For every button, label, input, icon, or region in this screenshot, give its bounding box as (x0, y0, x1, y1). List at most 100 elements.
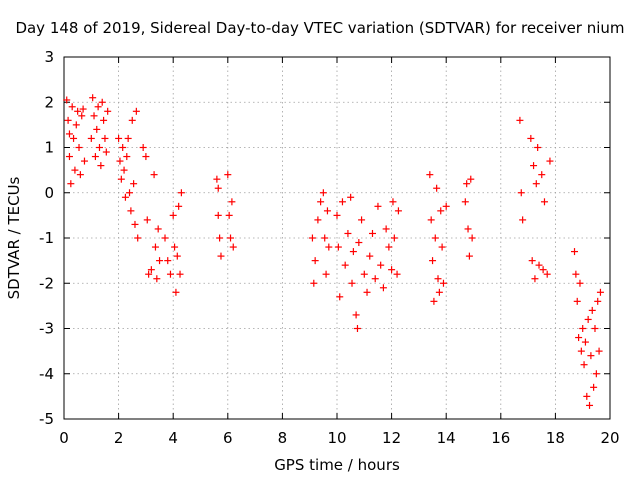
data-point (595, 347, 603, 355)
data-point (98, 98, 106, 106)
data-point (134, 234, 142, 242)
data-point (153, 275, 161, 283)
data-point (393, 270, 401, 278)
data-point (216, 234, 224, 242)
data-point (535, 261, 543, 269)
data-point (147, 266, 155, 274)
data-point (437, 207, 445, 215)
data-point (594, 297, 602, 305)
data-point (530, 162, 538, 170)
data-point (74, 107, 82, 115)
data-point (430, 297, 438, 305)
data-point (65, 153, 73, 161)
data-point (95, 144, 103, 151)
data-point (353, 325, 361, 332)
data-point (434, 275, 442, 283)
data-point (164, 257, 172, 265)
x-tick-label: 4 (168, 429, 178, 447)
data-point (229, 243, 237, 251)
data-point (116, 157, 124, 165)
data-point (464, 225, 472, 233)
data-point (527, 134, 535, 142)
data-point (427, 216, 435, 224)
data-point (128, 116, 136, 124)
data-point (145, 270, 153, 278)
data-point (172, 288, 180, 296)
y-tick-label: -2 (39, 274, 54, 292)
data-point (389, 198, 397, 206)
data-point (150, 171, 158, 179)
y-tick-label: -4 (39, 365, 54, 383)
data-point (63, 96, 71, 104)
data-point (80, 157, 88, 165)
data-point (576, 279, 584, 287)
data-point (338, 198, 346, 206)
data-point (463, 180, 471, 188)
data-point (139, 144, 147, 151)
y-tick-label: -5 (39, 410, 54, 428)
data-point (171, 243, 179, 251)
data-point (379, 284, 387, 292)
data-point (310, 279, 318, 287)
data-point (539, 266, 547, 274)
data-point (314, 216, 322, 224)
data-point (366, 252, 374, 260)
data-point (532, 180, 540, 188)
data-point (124, 134, 132, 142)
data-point (97, 162, 105, 170)
data-point (93, 125, 101, 133)
data-point (344, 229, 352, 237)
data-point (68, 103, 76, 111)
data-point (546, 157, 554, 165)
data-point (323, 207, 331, 215)
data-point (151, 243, 159, 251)
data-point (65, 130, 73, 138)
data-point (224, 171, 232, 179)
data-point (156, 257, 164, 265)
data-point (166, 270, 174, 278)
data-point (319, 189, 327, 197)
data-point (333, 211, 341, 219)
data-point (426, 171, 434, 179)
data-point (101, 134, 109, 142)
data-point (72, 121, 80, 129)
x-tick-label: 8 (278, 429, 288, 447)
data-point (217, 252, 225, 260)
data-point (70, 134, 78, 142)
data-point (534, 144, 542, 151)
data-point (592, 370, 600, 378)
data-point (143, 216, 151, 224)
data-point (572, 270, 580, 278)
y-axis-label: SDTVAR / TECUs (5, 176, 23, 299)
data-point (169, 211, 177, 219)
data-point (213, 175, 221, 183)
data-point (94, 103, 102, 111)
x-tick-label: 10 (327, 429, 346, 447)
data-point (519, 216, 527, 224)
data-point (175, 202, 183, 210)
data-point (119, 144, 127, 151)
data-point (442, 202, 450, 210)
data-point (71, 166, 79, 174)
data-point (336, 293, 344, 301)
data-point (528, 257, 536, 265)
data-point (131, 220, 139, 228)
data-point (517, 189, 525, 197)
data-point (214, 184, 222, 192)
data-point (538, 171, 546, 179)
data-point (91, 153, 99, 161)
data-point (355, 239, 363, 247)
data-point (371, 275, 379, 283)
data-point (583, 392, 591, 400)
data-point (308, 234, 316, 242)
data-point (347, 193, 355, 201)
data-point (90, 112, 98, 120)
data-point (374, 202, 382, 210)
y-axis-ticks: -5 -4 -3 -2 -1 0 1 2 3 (39, 48, 610, 428)
data-point (349, 248, 357, 256)
grid-lines (64, 57, 610, 419)
data-point (575, 334, 583, 342)
data-point (341, 261, 349, 269)
data-point (317, 198, 325, 206)
data-point (117, 175, 125, 183)
